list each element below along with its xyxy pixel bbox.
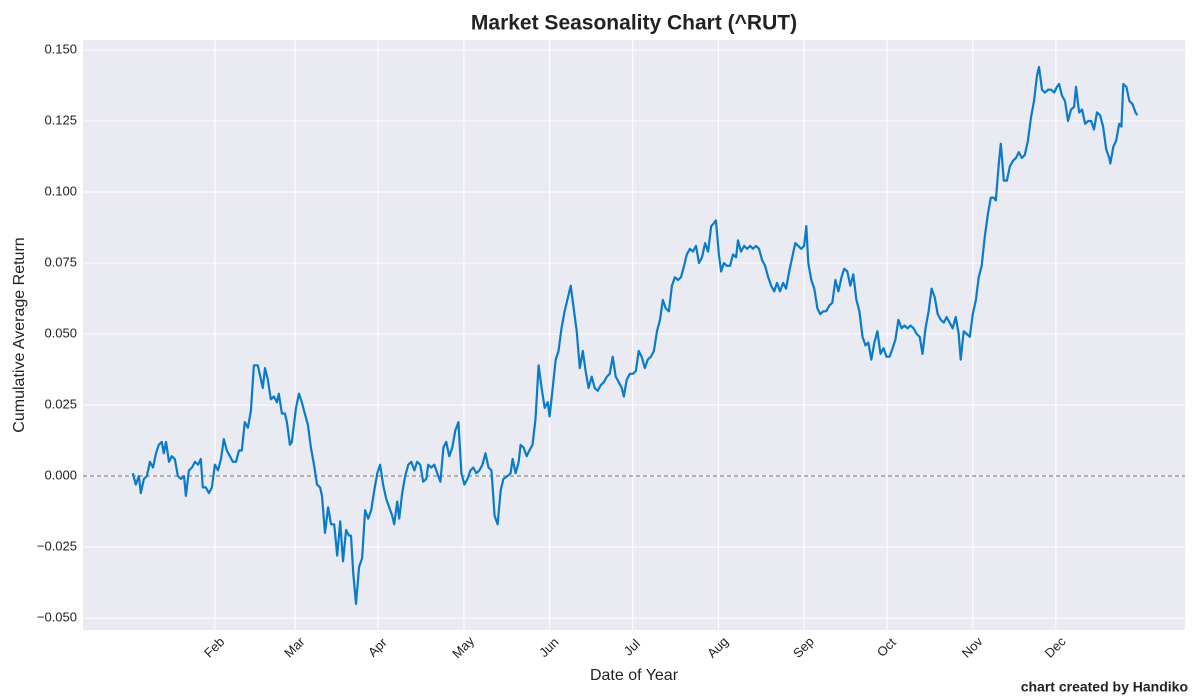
y-tick-label: −0.025	[37, 538, 77, 553]
x-tick-label: Oct	[874, 635, 899, 660]
y-tick-label: 0.000	[44, 467, 77, 482]
x-tick-label: Aug	[704, 634, 731, 661]
x-tick-label: Mar	[281, 634, 308, 661]
x-axis-label: Date of Year	[590, 667, 679, 684]
y-tick-label: 0.125	[44, 112, 77, 127]
series-line	[131, 65, 1139, 605]
x-tick-label: Nov	[959, 633, 986, 660]
x-tick-label: Apr	[365, 634, 390, 659]
x-tick-label: Dec	[1042, 633, 1069, 660]
x-tick-label: May	[449, 633, 477, 661]
x-tick-label: Feb	[201, 634, 227, 660]
y-axis-label: Cumulative Average Return	[11, 237, 28, 432]
y-tick-label: 0.025	[44, 396, 77, 411]
x-tick-label: Jul	[621, 636, 643, 658]
y-tick-label: 0.050	[44, 325, 77, 340]
chart-title: Market Seasonality Chart (^RUT)	[471, 12, 797, 35]
credit-note: chart created by Handiko	[1021, 679, 1188, 695]
x-tick-label: Jun	[536, 635, 561, 660]
plot-area	[83, 40, 1185, 630]
y-tick-label: −0.050	[37, 610, 77, 625]
y-tick-label: 0.100	[44, 183, 77, 198]
y-tick-label: 0.150	[44, 41, 77, 56]
x-tick-label: Sep	[790, 634, 817, 661]
y-tick-label: 0.075	[44, 254, 77, 269]
